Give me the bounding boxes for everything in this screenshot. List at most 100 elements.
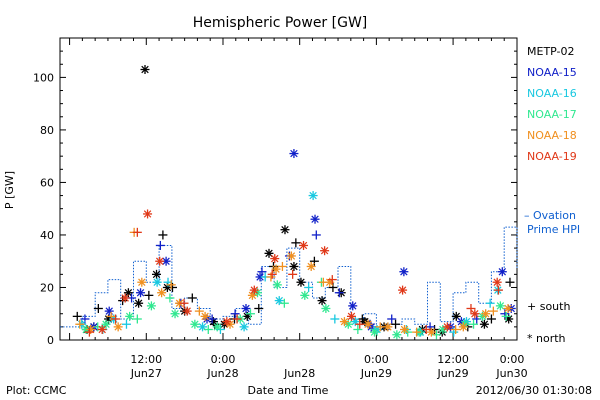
legend-entry-noaa-18: NOAA-18: [527, 129, 577, 142]
data-point-north: [481, 309, 491, 319]
data-point-north: [113, 322, 123, 332]
x-tick-date-label: Jun30: [495, 367, 527, 380]
data-point-south: [75, 319, 85, 329]
data-point-north: [289, 149, 299, 159]
x-tick-date-label: Jun29: [436, 367, 468, 380]
data-point-south: [421, 324, 431, 334]
data-point-south: [194, 306, 204, 316]
data-point-south: [166, 280, 176, 290]
data-point-south: [505, 277, 515, 287]
data-point-south: [232, 314, 242, 324]
y-axis: 0 20 40 60 80 100: [33, 50, 517, 347]
data-point-north: [239, 322, 249, 332]
data-point-north: [125, 311, 135, 321]
data-point-north: [222, 317, 232, 327]
data-point-south: [121, 319, 131, 329]
data-point-north: [400, 324, 410, 334]
data-point-north: [348, 301, 358, 311]
legend-entry-noaa-19: NOAA-19: [527, 150, 577, 163]
data-point-north: [140, 65, 150, 75]
data-point-south: [387, 314, 397, 324]
legend-north-marker: * north: [527, 332, 566, 345]
data-point-south: [412, 327, 422, 337]
data-point-north: [458, 322, 468, 332]
x-tick-time-label: 0:00: [211, 353, 236, 366]
data-point-south: [485, 298, 495, 308]
data-point-south: [230, 309, 240, 319]
data-point-south: [357, 314, 367, 324]
x-tick-time-label: 12:00: [437, 353, 469, 366]
data-point-south: [257, 267, 267, 277]
x-tick-date-label: Jun29: [360, 367, 392, 380]
x-tick-date-label: Jun28: [283, 367, 315, 380]
data-point-south: [80, 314, 90, 324]
data-point-north: [399, 267, 409, 277]
data-point-south: [309, 256, 319, 266]
data-point-north: [317, 296, 327, 306]
data-point-south: [254, 303, 264, 313]
y-tick-label: 0: [47, 334, 54, 347]
data-point-south: [493, 285, 503, 295]
data-point-north: [320, 246, 330, 256]
data-point-north: [190, 319, 200, 329]
data-point-north: [182, 306, 192, 316]
data-point-south: [288, 269, 298, 279]
legend-entry-noaa-16: NOAA-16: [527, 87, 577, 100]
data-point-north: [392, 330, 402, 340]
data-point-north: [369, 327, 379, 337]
data-point-north: [299, 240, 309, 250]
data-point-north: [296, 277, 306, 287]
data-point-south: [304, 282, 314, 292]
data-point-south: [132, 227, 142, 237]
ovation-hpi-series: [60, 226, 518, 330]
data-point-south: [311, 230, 321, 240]
data-point-north: [161, 256, 171, 266]
data-point-north: [339, 317, 349, 327]
legend-ovation-label-2: Prime HPI: [527, 223, 580, 236]
data-point-south: [291, 238, 301, 248]
y-tick-label: 80: [40, 124, 54, 137]
data-point-north: [264, 248, 274, 258]
legend-entry-metp-02: METP-02: [527, 45, 575, 58]
data-point-north: [137, 277, 147, 287]
data-point-south: [245, 309, 255, 319]
data-point-north: [289, 261, 299, 271]
data-point-north: [492, 277, 502, 287]
data-point-south: [469, 319, 479, 329]
data-point-south: [165, 293, 175, 303]
data-point-north: [136, 288, 146, 298]
data-point-north: [157, 288, 167, 298]
data-point-south: [451, 324, 461, 334]
data-point-north: [503, 303, 513, 313]
y-tick-label: 20: [40, 281, 54, 294]
data-point-north: [346, 311, 356, 321]
data-point-south: [391, 319, 401, 329]
data-point-south: [158, 230, 168, 240]
data-point-north: [470, 309, 480, 319]
data-point-north: [104, 306, 114, 316]
data-point-south: [267, 269, 277, 279]
data-point-south: [501, 311, 511, 321]
footer-timestamp: 2012/06/30 01:30:08: [476, 384, 592, 397]
footer-x-axis-label: Date and Time: [248, 384, 329, 397]
data-point-north: [155, 256, 165, 266]
satellite-points: [72, 65, 516, 340]
data-point-north: [308, 191, 318, 201]
data-point-north: [123, 288, 133, 298]
data-point-north: [152, 269, 162, 279]
data-point-north: [200, 311, 210, 321]
data-point-south: [207, 314, 217, 324]
legend-ovation-label: – Ovation: [524, 209, 576, 222]
plot-frame: [59, 37, 518, 341]
x-tick-time-label: 0:00: [364, 353, 389, 366]
legend-south-marker: + south: [527, 300, 570, 313]
data-point-south: [187, 293, 197, 303]
data-point-north: [249, 285, 259, 295]
data-point-south: [353, 324, 363, 334]
legend: METP-02 NOAA-15 NOAA-16 NOAA-17 NOAA-18 NOAA-…: [524, 45, 580, 345]
data-point-south: [93, 303, 103, 313]
ovation-hpi-line: [60, 226, 518, 330]
data-point-north: [241, 303, 251, 313]
